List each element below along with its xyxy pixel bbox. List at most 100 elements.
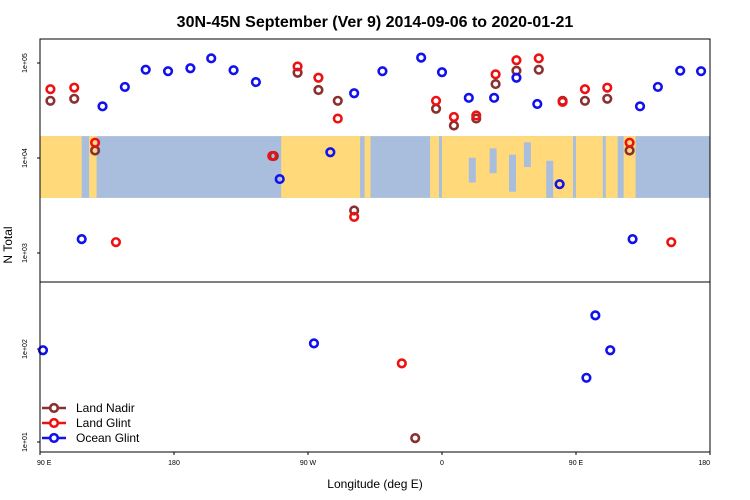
point-series-2 xyxy=(162,66,174,77)
x-tick-label: 180 xyxy=(698,460,710,467)
point-series-2 xyxy=(325,147,336,158)
point-series-0 xyxy=(490,78,501,90)
point-series-1 xyxy=(69,82,80,93)
point-series-1 xyxy=(349,211,360,222)
legend-label: Land Nadir xyxy=(76,401,135,415)
point-series-1 xyxy=(602,82,613,93)
point-series-0 xyxy=(45,95,56,106)
point-series-2 xyxy=(308,338,320,349)
map-land-0 xyxy=(40,136,82,198)
y-tick-label: 1e+03 xyxy=(22,243,29,263)
point-series-1 xyxy=(292,61,303,72)
x-tick-label: 90 E xyxy=(37,460,52,467)
map-land-6 xyxy=(576,136,603,198)
legend-marker xyxy=(48,417,60,429)
point-series-2 xyxy=(206,53,217,64)
point-series-1 xyxy=(267,150,278,162)
map-sea-2 xyxy=(509,154,516,192)
point-series-0 xyxy=(69,93,80,104)
map-land-1 xyxy=(89,136,97,198)
point-series-1 xyxy=(110,237,122,248)
point-series-2 xyxy=(695,66,707,77)
point-series-0 xyxy=(313,84,324,96)
y-tick-label: 1e+05 xyxy=(22,53,29,73)
map-land-4 xyxy=(430,136,440,198)
map-land-7 xyxy=(605,136,618,198)
point-series-0 xyxy=(332,95,343,106)
point-series-2 xyxy=(228,65,239,76)
point-series-0 xyxy=(533,64,544,75)
x-tick-label: 0 xyxy=(440,460,444,467)
map-sea-1 xyxy=(489,148,497,174)
point-series-2 xyxy=(250,76,261,88)
point-series-2 xyxy=(97,101,108,112)
plot-frame xyxy=(39,38,711,453)
point-series-1 xyxy=(666,237,677,248)
x-tick-label: 90 E xyxy=(569,460,584,467)
point-series-2 xyxy=(489,92,500,103)
point-series-1 xyxy=(533,53,544,64)
map-sea-3 xyxy=(523,142,531,168)
point-series-1 xyxy=(557,96,568,107)
point-series-0 xyxy=(292,67,303,78)
point-series-1 xyxy=(332,113,343,124)
point-series-2 xyxy=(349,88,360,99)
map-land-2 xyxy=(281,136,361,198)
point-series-2 xyxy=(627,234,638,245)
point-series-2 xyxy=(590,310,601,321)
point-series-1 xyxy=(396,358,407,369)
point-series-2 xyxy=(511,72,522,83)
point-series-1 xyxy=(89,137,101,148)
point-series-2 xyxy=(119,81,130,93)
point-series-0 xyxy=(448,120,460,131)
point-series-2 xyxy=(532,98,543,110)
point-series-1 xyxy=(313,72,324,83)
point-series-2 xyxy=(274,173,285,185)
point-series-2 xyxy=(652,81,663,93)
legend-marker xyxy=(48,402,60,414)
point-series-1 xyxy=(471,110,482,121)
y-tick-label: 1e+02 xyxy=(22,339,29,359)
point-series-2 xyxy=(675,65,686,76)
point-series-2 xyxy=(605,345,616,356)
y-tick-label: 1e+04 xyxy=(22,148,29,168)
map-sea-4 xyxy=(546,160,554,198)
x-tick-label: 90 W xyxy=(300,460,317,467)
point-series-2 xyxy=(416,52,427,63)
legend-marker xyxy=(48,432,60,444)
point-series-0 xyxy=(579,95,591,106)
point-series-1 xyxy=(430,95,442,106)
point-series-2 xyxy=(185,63,196,74)
point-series-0 xyxy=(430,103,442,114)
point-series-2 xyxy=(140,64,151,75)
point-series-1 xyxy=(579,84,591,95)
point-series-1 xyxy=(45,84,56,95)
chart-title: 30N-45N September (Ver 9) 2014-09-06 to … xyxy=(177,14,574,31)
point-series-2 xyxy=(76,234,87,245)
world-map-band xyxy=(40,136,710,198)
y-axis-label: N Total xyxy=(1,226,15,263)
point-series-2 xyxy=(377,66,388,77)
point-series-1 xyxy=(448,111,460,123)
point-series-1 xyxy=(490,69,501,80)
map-sea-0 xyxy=(468,157,476,183)
point-series-2 xyxy=(463,92,474,103)
map-land-5 xyxy=(442,136,574,198)
point-series-2 xyxy=(634,101,646,112)
map-land-3 xyxy=(364,136,371,198)
point-series-2 xyxy=(436,67,448,78)
point-series-0 xyxy=(602,93,613,104)
x-tick-label: 180 xyxy=(168,460,180,467)
legend-label: Land Glint xyxy=(76,416,131,430)
data-points xyxy=(37,52,707,444)
x-axis-label: Longitude (deg E) xyxy=(327,477,422,491)
point-series-1 xyxy=(511,55,522,66)
point-series-0 xyxy=(410,433,421,444)
legend-label: Ocean Glint xyxy=(76,431,140,445)
point-series-2 xyxy=(37,345,49,356)
point-series-2 xyxy=(554,179,565,190)
point-series-1 xyxy=(624,137,635,148)
map-land-8 xyxy=(623,136,636,198)
